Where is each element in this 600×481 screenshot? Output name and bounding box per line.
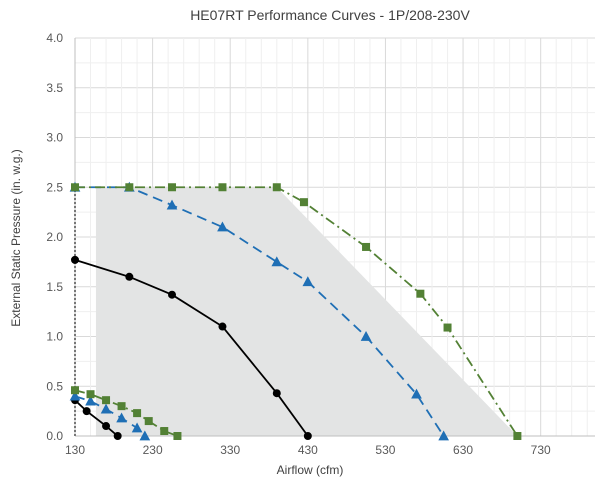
series-square-marker [144, 417, 153, 426]
x-tick-label: 530 [375, 443, 395, 457]
y-tick-label: 2.5 [46, 180, 63, 194]
series-square-marker [86, 390, 95, 399]
series-circle-marker [168, 290, 177, 299]
y-tick-label: 0.0 [46, 429, 63, 443]
x-axis-label: Airflow (cfm) [277, 463, 344, 477]
series-triangle-marker [271, 256, 283, 267]
series-1-line [74, 259, 309, 437]
series-5 [69, 390, 151, 441]
series-triangle-marker [139, 430, 151, 441]
y-tick-label: 1.0 [46, 330, 63, 344]
x-tick-label: 430 [298, 443, 318, 457]
series-4-line [74, 399, 119, 437]
series-square-marker [173, 432, 182, 440]
series-circle-marker [218, 322, 227, 331]
y-tick-label: 4.0 [46, 31, 63, 45]
series-2-line [75, 186, 445, 437]
series-square-marker [513, 432, 522, 440]
series-circle-marker [125, 272, 134, 281]
series-square-marker [416, 289, 425, 298]
series-square-marker [71, 183, 79, 192]
series-square-marker [133, 409, 142, 418]
series-square-marker [218, 183, 227, 192]
series-triangle-marker [116, 412, 127, 423]
series-6 [71, 386, 182, 440]
series-triangle-marker [69, 390, 81, 401]
series-1 [71, 255, 312, 440]
series-circle-marker [82, 407, 91, 416]
series-square-marker [102, 396, 111, 405]
chart-title: HE07RT Performance Curves - 1P/208-230V [190, 7, 470, 23]
x-tick-label: 630 [453, 443, 473, 457]
y-axis-label: External Static Pressure (in. w.g.) [9, 149, 23, 326]
series-triangle-marker [166, 199, 178, 210]
series-square-marker [299, 198, 308, 207]
series-square-marker [71, 386, 79, 395]
series-circle-marker [71, 255, 79, 264]
series-triangle-marker [217, 221, 228, 232]
y-tick-label: 3.0 [46, 131, 63, 145]
series-square-marker [168, 183, 177, 192]
series-circle-marker [303, 432, 312, 440]
series-triangle-marker [360, 330, 372, 341]
series-square-marker [125, 183, 134, 192]
series-square-marker [160, 427, 169, 436]
series-square-marker [443, 323, 452, 332]
x-tick-label: 130 [65, 443, 85, 457]
series-triangle-marker [411, 388, 422, 399]
series-3 [71, 183, 522, 440]
series-triangle-marker [100, 403, 112, 414]
y-tick-label: 3.5 [46, 81, 63, 95]
y-tick-label: 2.0 [46, 230, 63, 244]
series-3-line [75, 186, 519, 437]
series-triangle-marker [302, 276, 314, 287]
series-triangle-marker [85, 395, 96, 406]
series-triangle-marker [131, 422, 143, 433]
operating-range-shaded-region [95, 187, 518, 436]
series-circle-marker [102, 422, 111, 431]
x-tick-label: 730 [531, 443, 551, 457]
x-tick-label: 330 [220, 443, 240, 457]
series-square-marker [362, 242, 371, 251]
series-circle-marker [113, 432, 122, 440]
series-triangle-marker [438, 430, 449, 441]
series-circle-marker [272, 389, 281, 398]
series-square-marker [272, 183, 281, 192]
series-square-marker [117, 402, 126, 411]
y-tick-label: 0.5 [46, 379, 63, 393]
x-tick-label: 230 [143, 443, 163, 457]
y-tick-label: 1.5 [46, 280, 63, 294]
